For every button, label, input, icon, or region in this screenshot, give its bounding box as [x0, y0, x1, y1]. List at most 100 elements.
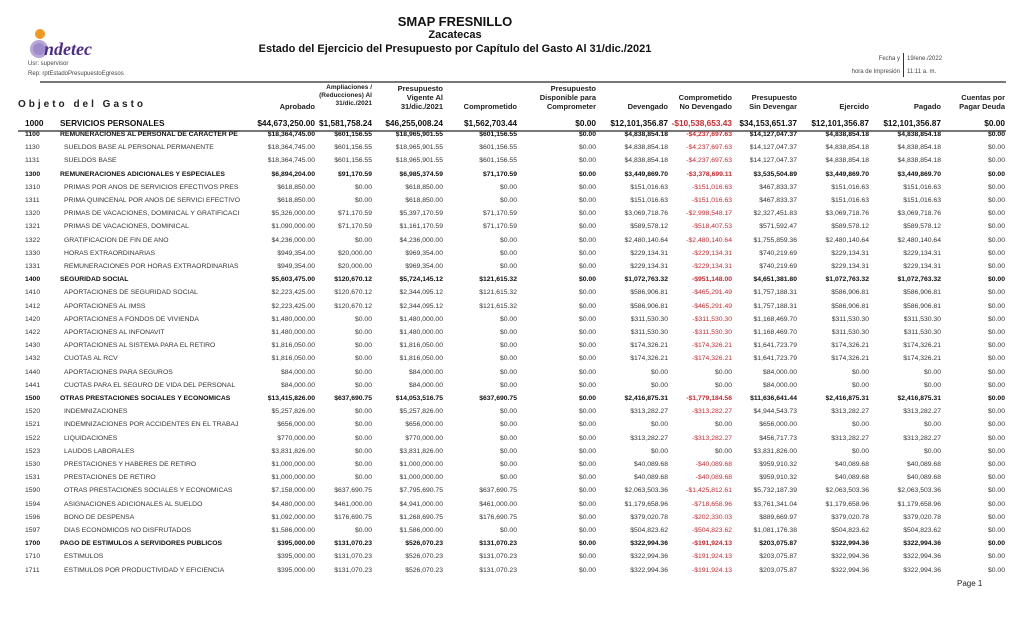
column-header-line: Cuentas por — [961, 93, 1005, 102]
cell-value: $0.00 — [578, 302, 596, 310]
cell-value: -$465,291.49 — [691, 289, 732, 297]
cell-value: $1,072,763.32 — [825, 276, 869, 284]
cell-value: $203,075.87 — [759, 540, 797, 548]
column-header-line: Vigente Al — [406, 93, 443, 102]
cell-value: $0.00 — [987, 381, 1005, 389]
table-row: 1422 APORTACIONES AL INFONAVIT $1,480,000.… — [0, 329, 1024, 342]
row-name: APORTACIONES DE SEGURIDAD SOCIAL — [64, 289, 198, 297]
cell-value: $1,816,050.00 — [399, 342, 443, 350]
row-name: CUOTAS PARA EL SEGURO DE VIDA DEL PERSON… — [64, 381, 236, 389]
row-code: 1300 — [25, 170, 41, 178]
cell-value: $504,823.62 — [630, 527, 668, 534]
cell-value: $0.00 — [923, 421, 941, 429]
cell-value: $2,416,875.31 — [624, 395, 668, 402]
svg-text:ndetec: ndetec — [44, 39, 92, 59]
cell-value: $589,578.12 — [630, 223, 668, 231]
cell-value: $0.00 — [987, 144, 1005, 152]
cell-value: $0.00 — [578, 421, 596, 429]
cell-value: $0.00 — [354, 236, 372, 244]
cell-value: $311,530.30 — [630, 315, 668, 323]
cell-value: $770,000.00 — [277, 434, 315, 442]
cell-value: $0.00 — [354, 447, 372, 455]
cell-value: $3,831,826.00 — [271, 447, 315, 455]
row-name: PAGO DE ESTÍMULOS A SERVIDORES PÚBLICOS — [60, 540, 223, 548]
cell-value: $2,344,095.12 — [399, 302, 443, 310]
cell-value: $5,732,187.39 — [753, 487, 797, 495]
column-header-line: Presupuesto — [550, 84, 596, 93]
cell-value: $3,069,718.76 — [825, 210, 869, 218]
cell-value: $0.00 — [354, 342, 372, 350]
table-row: 1310 PRIMAS POR AÑOS DE SERVICIOS EFECTIV… — [0, 184, 1024, 197]
cell-value: $0.00 — [499, 315, 517, 323]
row-code: 1700 — [25, 540, 41, 548]
cell-value: $601,156.55 — [479, 131, 517, 138]
cell-value: $322,994.36 — [831, 553, 869, 561]
table-row: 1410 APORTACIONES DE SEGURIDAD SOCIAL $2,2… — [0, 289, 1024, 302]
cell-value: $0.00 — [650, 421, 668, 429]
cell-value: $34,153,651.37 — [739, 118, 797, 128]
cell-value: $0.00 — [987, 513, 1005, 521]
cell-value: $1,480,000.00 — [271, 329, 315, 336]
cell-value: $0.00 — [578, 381, 596, 389]
cell-value: $379,020.78 — [630, 513, 668, 521]
cell-value: $121,615.32 — [479, 276, 517, 284]
cell-value: $0.00 — [354, 474, 372, 482]
column-header-line: Presupuesto — [397, 84, 443, 93]
cell-value: $322,994.36 — [831, 540, 869, 548]
row-name: APORTACIONES PARA SEGUROS — [64, 368, 173, 376]
cell-value: $0.00 — [499, 474, 517, 482]
cell-value: $0.00 — [987, 236, 1005, 244]
table-row: 1441 CUOTAS PARA EL SEGURO DE VIDA DEL PE… — [0, 382, 1024, 395]
row-code: 1597 — [25, 527, 41, 534]
cell-value: $131,070.23 — [479, 553, 517, 561]
cell-value: $84,000.00 — [408, 368, 443, 376]
table-row: 1531 PRESTACIONES DE RETIRO $1,000,000.00 $… — [0, 474, 1024, 487]
cell-value: -$313,282.27 — [691, 434, 732, 442]
cell-value: $0.00 — [987, 170, 1005, 178]
cell-value: $618,850.00 — [277, 183, 315, 191]
column-header-line: Disponible para — [539, 93, 596, 102]
cell-value: $589,578.12 — [903, 223, 941, 231]
cell-value: $1,586,000.00 — [399, 527, 443, 534]
cell-value: $4,838,854.18 — [825, 157, 869, 165]
cell-value: $0.00 — [578, 527, 596, 534]
cell-value: $46,255,008.24 — [385, 118, 443, 128]
cell-value: $120,670.12 — [334, 289, 372, 297]
cell-value: $0.00 — [354, 381, 372, 389]
report-org-title: SMAP FRESNILLO — [397, 14, 513, 29]
cell-value: $1,072,763.32 — [624, 276, 668, 284]
column-header-line: Aprobado — [279, 102, 315, 111]
cell-value: $0.00 — [650, 381, 668, 389]
table-row: 1597 DÍAS ECONÓMICOS NO DISFRUTADOS $1,586… — [0, 527, 1024, 540]
cell-value: $40,089.68 — [633, 461, 668, 468]
cell-value: $0.00 — [578, 447, 596, 455]
objeto-del-gasto-header: Objeto del Gasto — [18, 99, 147, 110]
cell-value: -$504,823.62 — [691, 527, 732, 534]
cell-value: $203,075.87 — [759, 566, 797, 574]
cell-value: $740,219.69 — [759, 263, 797, 270]
cell-value: $84,000.00 — [762, 381, 797, 389]
cell-value: $18,364,745.00 — [267, 144, 315, 152]
cell-value: $120,670.12 — [334, 302, 372, 310]
cell-value: $0.00 — [987, 223, 1005, 231]
cell-value: $586,906.81 — [630, 302, 668, 310]
cell-value: $0.00 — [499, 381, 517, 389]
cell-value: $0.00 — [499, 368, 517, 376]
cell-value: $1,092,000.00 — [271, 513, 315, 521]
cell-value: $311,530.30 — [831, 315, 869, 323]
cell-value: $4,838,854.18 — [897, 144, 941, 152]
cell-value: $1,268,690.75 — [399, 513, 443, 521]
cell-value: $18,965,901.55 — [395, 144, 443, 152]
cell-value: $586,906.81 — [903, 302, 941, 310]
cell-value: $959,910.32 — [759, 474, 797, 482]
cell-value: $229,134.31 — [903, 249, 941, 257]
report-state: Zacatecas — [428, 29, 482, 41]
header-divider — [40, 81, 1006, 83]
cell-value: $461,000.00 — [334, 500, 372, 508]
cell-value: $1,000,000.00 — [271, 461, 315, 468]
cell-value: $379,020.78 — [903, 513, 941, 521]
cell-value: $1,081,176.38 — [753, 527, 797, 534]
row-code: 1131 — [25, 157, 40, 165]
table-row: 1430 APORTACIONES AL SISTEMA PARA EL RETI… — [0, 342, 1024, 355]
cell-value: $176,690.75 — [479, 513, 517, 521]
